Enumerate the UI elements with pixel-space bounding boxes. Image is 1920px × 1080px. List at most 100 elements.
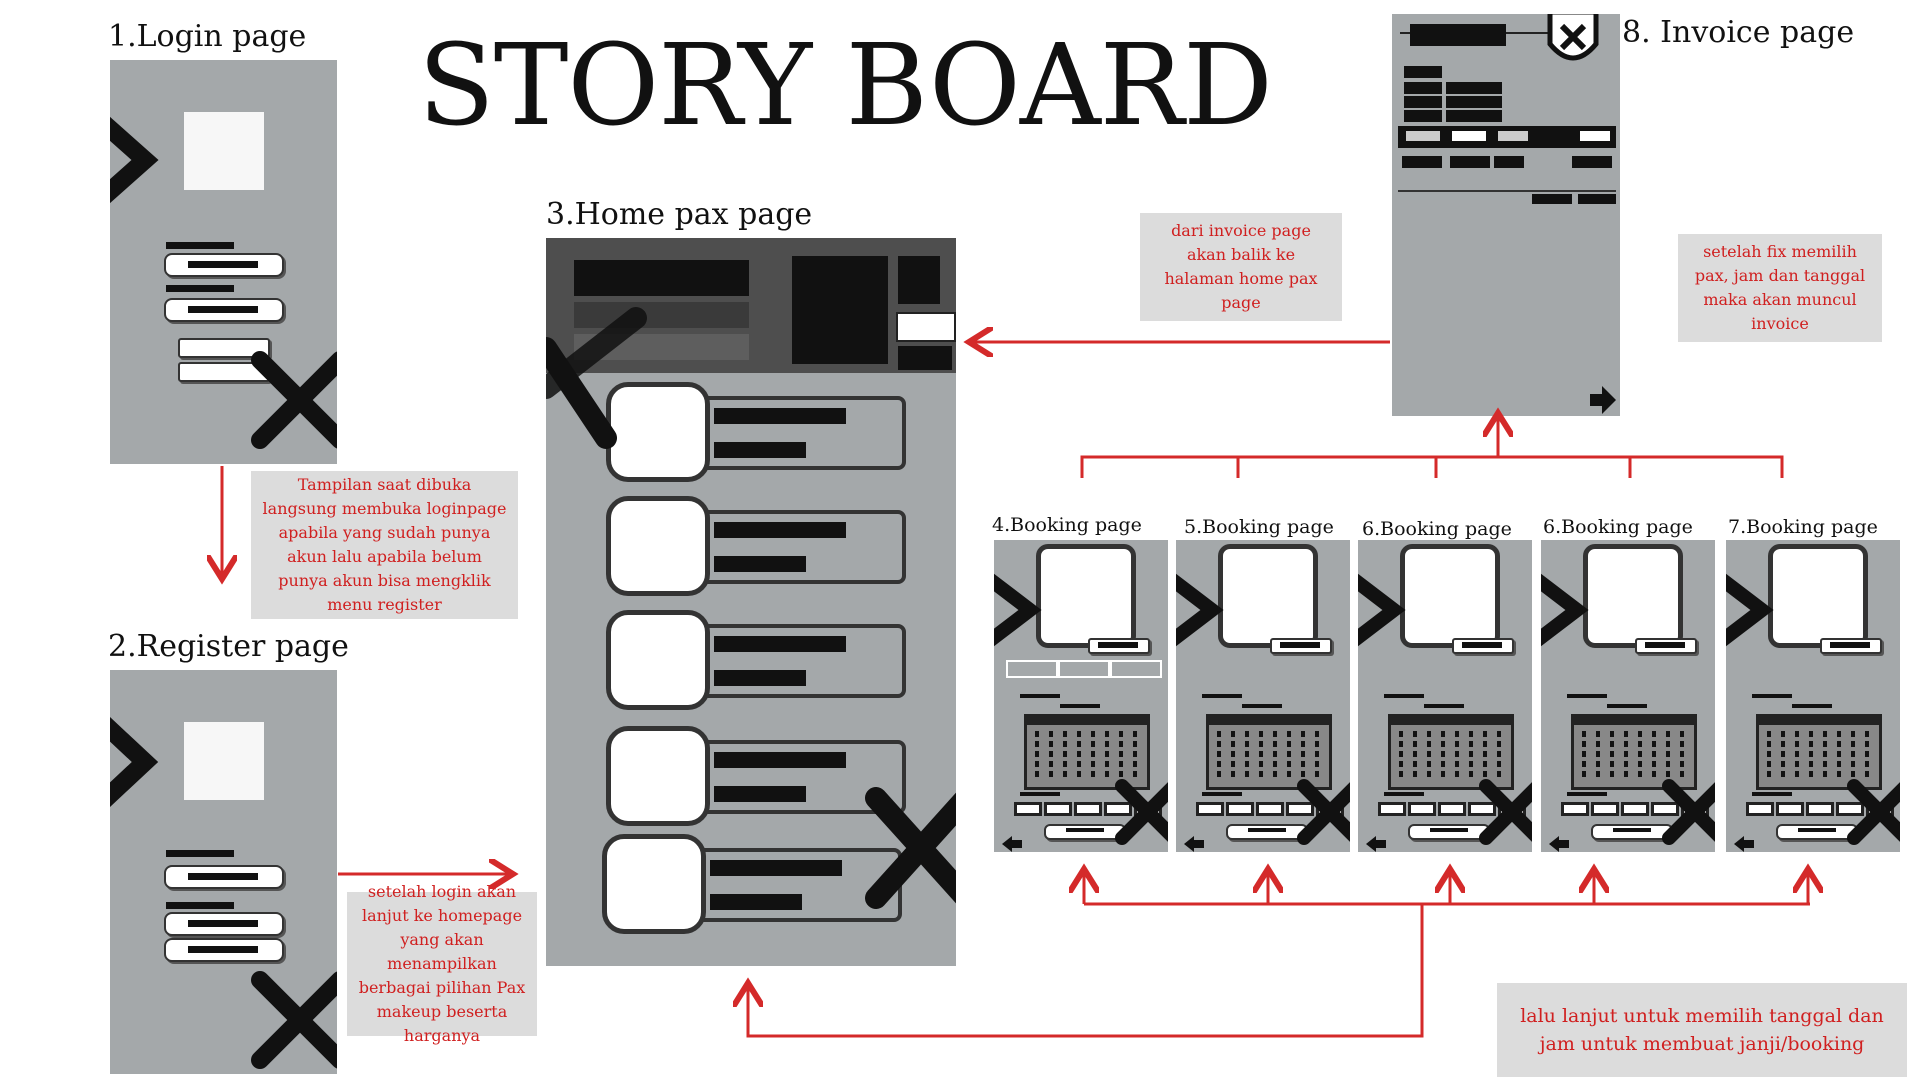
invoice-title-bar — [1410, 24, 1506, 46]
time-slot — [1591, 802, 1619, 816]
password-field — [164, 938, 284, 962]
booking-screen-mockup — [1358, 540, 1532, 852]
email-field — [164, 912, 284, 936]
booking-screen-mockup — [1726, 540, 1900, 852]
pax-card-body — [698, 624, 906, 698]
price-tag — [1088, 638, 1150, 654]
pax-image — [1583, 544, 1683, 648]
login-button — [178, 338, 270, 358]
book-button — [1776, 824, 1858, 840]
home-page-label: 3.Home pax page — [546, 197, 813, 232]
pax-image — [1218, 544, 1318, 648]
login-page-label: 1.Login page — [108, 19, 307, 54]
price-tag — [1820, 638, 1882, 654]
time-slot — [1196, 802, 1224, 816]
logo-placeholder — [184, 112, 264, 190]
time-slot — [1014, 802, 1042, 816]
price-tag — [1452, 638, 1514, 654]
book-button — [1044, 824, 1126, 840]
header-side-block — [898, 256, 940, 304]
price-tag — [1270, 638, 1332, 654]
time-slot — [1836, 802, 1864, 816]
time-slot — [1776, 802, 1804, 816]
arrow-left-icon — [1366, 836, 1386, 852]
calendar-grid — [1388, 714, 1514, 790]
booking-screen-mockup — [1176, 540, 1350, 852]
close-icon — [110, 116, 337, 449]
time-slot — [1074, 802, 1102, 816]
pax-card-body — [698, 396, 906, 470]
calendar-grid — [1206, 714, 1332, 790]
storyboard-title: STORY BOARD — [418, 21, 1273, 151]
home-pax-screen-mockup — [546, 238, 956, 966]
note-booking: lalu lanjut untuk memilih tanggal dan ja… — [1497, 983, 1907, 1077]
time-slot — [1104, 802, 1132, 816]
close-icon — [546, 307, 956, 909]
pax-image — [1036, 544, 1136, 648]
header-image — [792, 256, 888, 364]
invoice-page-label: 8. Invoice page — [1622, 15, 1855, 50]
pax-image — [1768, 544, 1868, 648]
invoice-icons — [1547, 14, 1616, 414]
header-subtitle-bar — [574, 302, 749, 328]
label-bar — [166, 242, 234, 249]
pax-card-image — [602, 834, 706, 934]
time-slot — [1651, 802, 1679, 816]
header-white-button — [896, 312, 956, 342]
arrow-left-icon — [1734, 836, 1754, 852]
name-field — [164, 865, 284, 889]
login-screen-mockup — [110, 60, 337, 464]
time-slot — [1044, 802, 1072, 816]
note-register: setelah login akan lanjut ke homepage ya… — [347, 882, 537, 1045]
time-slot — [1468, 802, 1496, 816]
password-field — [164, 298, 284, 322]
register-screen-mockup — [110, 670, 337, 1074]
header-title-bar — [574, 260, 749, 296]
time-slot — [1561, 802, 1589, 816]
calendar-grid — [1756, 714, 1882, 790]
price-tag — [1635, 638, 1697, 654]
username-field — [164, 253, 284, 277]
booking-icons — [1726, 573, 1900, 852]
time-slot — [1256, 802, 1284, 816]
booking-icons — [1358, 573, 1532, 852]
label-bar — [166, 850, 234, 857]
booking-page-4-label: 4.Booking page — [992, 514, 1142, 536]
close-icon — [110, 717, 337, 1069]
pax-card-image — [606, 496, 710, 596]
logo-placeholder — [184, 722, 264, 800]
booking-icons — [1176, 573, 1350, 852]
booking-screen-mockup — [994, 540, 1168, 852]
register-page-label: 2.Register page — [108, 629, 349, 664]
time-slot — [1438, 802, 1466, 816]
pax-card-image — [606, 610, 710, 710]
arrow-left-icon — [1002, 836, 1022, 852]
pax-card-body — [698, 740, 906, 814]
pax-card-image — [606, 726, 710, 826]
note-login: Tampilan saat dibuka langsung membuka lo… — [251, 471, 518, 619]
time-slot — [1408, 802, 1436, 816]
time-slot — [1806, 802, 1834, 816]
booking-screen-mockup — [1541, 540, 1715, 852]
pax-image — [1400, 544, 1500, 648]
booking-page-7-label: 6.Booking page — [1543, 516, 1693, 538]
time-slot — [1746, 802, 1774, 816]
time-slot — [1286, 802, 1314, 816]
time-slot — [1226, 802, 1254, 816]
invoice-table-header — [1398, 126, 1616, 148]
label-bar — [166, 285, 234, 292]
note-invoice-show: setelah fix memilih pax, jam dan tanggal… — [1678, 234, 1882, 342]
calendar-grid — [1024, 714, 1150, 790]
time-slot — [1621, 802, 1649, 816]
booking-icons — [994, 573, 1168, 852]
booking-icons — [1541, 573, 1715, 852]
calendar-grid — [1571, 714, 1697, 790]
booking-page-8-label: 7.Booking page — [1728, 516, 1878, 538]
arrow-left-icon — [1184, 836, 1204, 852]
header-side-block — [898, 346, 952, 370]
time-slot — [1378, 802, 1406, 816]
label-bar — [166, 902, 234, 909]
arrow-left-icon — [1549, 836, 1569, 852]
invoice-screen-mockup — [1392, 14, 1620, 416]
pax-card-body — [698, 510, 906, 584]
